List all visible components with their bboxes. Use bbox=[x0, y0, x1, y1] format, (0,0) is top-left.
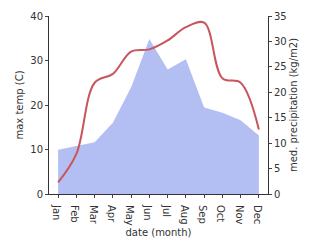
svg-text:Sep: Sep bbox=[197, 205, 208, 224]
svg-text:15: 15 bbox=[274, 112, 287, 123]
svg-text:20: 20 bbox=[30, 100, 43, 111]
svg-text:Jan: Jan bbox=[51, 204, 62, 220]
svg-text:30: 30 bbox=[274, 36, 287, 47]
svg-text:Nov: Nov bbox=[234, 205, 245, 225]
svg-text:5: 5 bbox=[274, 163, 280, 174]
svg-text:0: 0 bbox=[274, 189, 280, 200]
svg-text:35: 35 bbox=[274, 11, 287, 22]
svg-text:Apr: Apr bbox=[106, 205, 117, 223]
svg-text:med. precipitation (kg/m2): med. precipitation (kg/m2) bbox=[288, 38, 299, 172]
svg-text:10: 10 bbox=[30, 144, 43, 155]
svg-text:40: 40 bbox=[30, 11, 43, 22]
svg-text:Feb: Feb bbox=[69, 205, 80, 223]
svg-text:May: May bbox=[124, 205, 135, 226]
svg-text:30: 30 bbox=[30, 55, 43, 66]
svg-text:Jun: Jun bbox=[142, 204, 153, 221]
svg-text:Oct: Oct bbox=[215, 205, 226, 222]
svg-text:20: 20 bbox=[274, 87, 287, 98]
svg-text:Aug: Aug bbox=[179, 205, 190, 225]
svg-text:0: 0 bbox=[37, 189, 43, 200]
svg-text:Mar: Mar bbox=[88, 205, 99, 225]
svg-text:10: 10 bbox=[274, 138, 287, 149]
svg-text:Dec: Dec bbox=[252, 205, 263, 224]
svg-text:date (month): date (month) bbox=[126, 227, 192, 238]
svg-text:Jul: Jul bbox=[161, 204, 172, 217]
svg-text:25: 25 bbox=[274, 61, 287, 72]
svg-text:max temp (C): max temp (C) bbox=[14, 70, 25, 139]
